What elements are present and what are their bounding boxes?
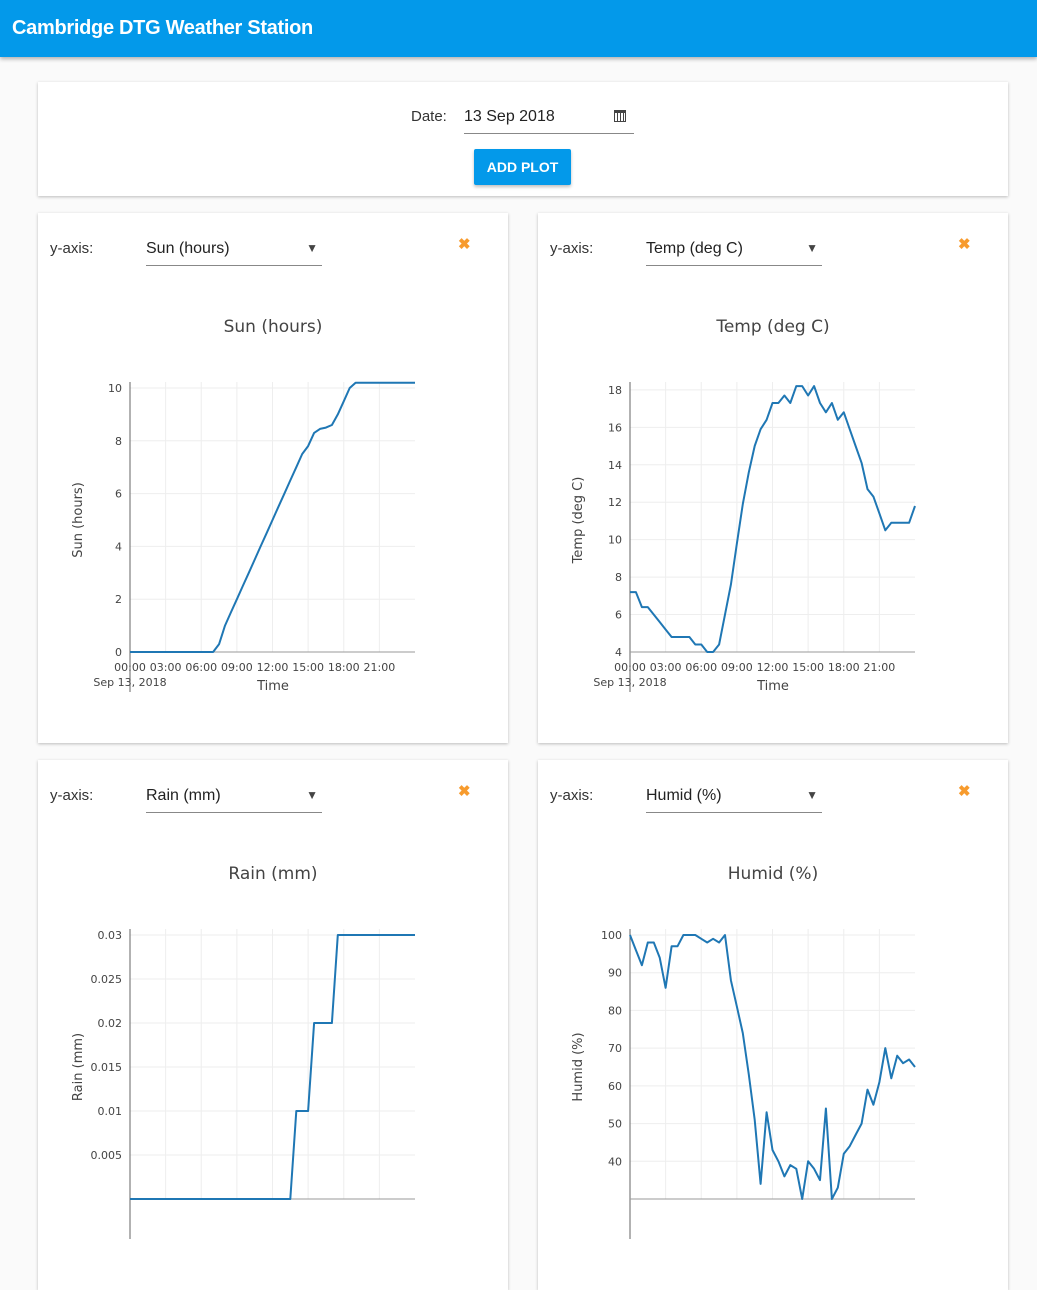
y-tick-label: 0.015 [91, 1061, 123, 1074]
dropdown-arrow-icon: ▼ [806, 788, 818, 802]
date-value: 13 Sep 2018 [464, 108, 555, 125]
add-plot-button[interactable]: ADD PLOT [474, 149, 571, 185]
line-chart: Sun (hours) 0 2 4 6 8 10 00:00 03:00 06:00 09:00 12… [71, 317, 415, 694]
x-tick-label: 15:00 [792, 661, 824, 674]
y-axis-label: y-axis: [50, 240, 94, 257]
series-line [130, 381, 415, 653]
chart-title: Rain (mm) [228, 864, 317, 884]
y-axis-label: y-axis: [550, 787, 594, 804]
y-tick-label: 60 [608, 1080, 622, 1093]
y-tick-label: 50 [608, 1118, 622, 1131]
x-tick-label: 21:00 [364, 661, 396, 674]
x-tick-label: 00:00 [614, 661, 646, 674]
y-tick-label: 40 [608, 1155, 622, 1168]
y-tick-label: 4 [115, 540, 122, 553]
y-tick-label: 70 [608, 1042, 622, 1055]
plot-card: y-axis: Humid (%) ▼ ✖ Humid (%) 40 50 60 70 80… [538, 760, 1008, 1290]
dropdown-arrow-icon: ▼ [806, 241, 818, 255]
x-tick-label: 06:00 [185, 661, 217, 674]
y-tick-label: 4 [615, 646, 622, 659]
controls-card: Date: 13 Sep 2018 ADD PLOT [38, 82, 1008, 196]
close-icon[interactable]: ✖ [458, 236, 471, 253]
dropdown-arrow-icon: ▼ [306, 241, 318, 255]
plot-card: y-axis: Sun (hours) ▼ ✖ Sun (hours) 0 2 4 6 8 1… [38, 213, 508, 743]
y-tick-label: 8 [615, 571, 622, 584]
y-tick-label: 0.025 [91, 973, 123, 986]
y-tick-label: 0.005 [91, 1149, 123, 1162]
y-tick-label: 18 [608, 384, 622, 397]
x-tick-label: 21:00 [864, 661, 896, 674]
x-tick-label: 18:00 [328, 661, 360, 674]
y-axis-label: y-axis: [50, 787, 94, 804]
date-input[interactable]: 13 Sep 2018 [464, 104, 634, 134]
y-tick-label: 14 [608, 459, 622, 472]
y-tick-label: 0.03 [98, 929, 123, 942]
y-axis-select[interactable]: Rain (mm) ▼ [146, 780, 322, 813]
app-bar: Cambridge DTG Weather Station [0, 0, 1037, 57]
y-tick-label: 80 [608, 1004, 622, 1017]
y-tick-label: 0 [115, 646, 122, 659]
chart-title: Temp (deg C) [715, 317, 829, 337]
y-tick-label: 8 [115, 435, 122, 448]
calendar-icon[interactable] [614, 110, 626, 122]
y-axis-title: Sun (hours) [71, 482, 86, 558]
y-tick-label: 2 [115, 593, 122, 606]
y-tick-label: 12 [608, 496, 622, 509]
y-tick-label: 0.01 [98, 1105, 123, 1118]
dropdown-arrow-icon: ▼ [306, 788, 318, 802]
x-tick-label: 15:00 [292, 661, 324, 674]
x-date-label: Sep 13, 2018 [593, 676, 666, 689]
close-icon[interactable]: ✖ [958, 236, 971, 253]
x-date-label: Sep 13, 2018 [93, 676, 166, 689]
x-tick-label: 18:00 [828, 661, 860, 674]
x-axis-title: Time [256, 679, 289, 694]
date-label: Date: [411, 108, 447, 125]
plot-card: y-axis: Rain (mm) ▼ ✖ Rain (mm) 0.005 0.01 0… [38, 760, 508, 1290]
x-axis-title: Time [756, 679, 789, 694]
x-tick-label: 03:00 [150, 661, 182, 674]
x-tick-label: 00:00 [114, 661, 146, 674]
y-axis-selected-value: Temp (deg C) [646, 240, 743, 257]
y-axis-selected-value: Humid (%) [646, 787, 722, 804]
y-tick-label: 90 [608, 967, 622, 980]
chart-title: Humid (%) [728, 864, 818, 884]
y-axis-select[interactable]: Temp (deg C) ▼ [646, 233, 822, 266]
x-tick-label: 12:00 [257, 661, 289, 674]
line-chart: Humid (%) 40 50 60 70 80 90 100 Humid (%) [571, 864, 916, 1239]
series-line [629, 934, 916, 1200]
y-tick-label: 10 [608, 534, 622, 547]
y-tick-label: 16 [608, 421, 622, 434]
x-tick-label: 12:00 [757, 661, 789, 674]
y-axis-select[interactable]: Sun (hours) ▼ [146, 233, 322, 266]
x-tick-label: 06:00 [685, 661, 717, 674]
y-axis-title: Rain (mm) [71, 1033, 86, 1101]
close-icon[interactable]: ✖ [458, 783, 471, 800]
x-tick-label: 09:00 [221, 661, 253, 674]
series-line [630, 385, 916, 653]
line-chart: Temp (deg C) 4 6 8 10 12 14 16 18 00:00 03:00 06:00… [571, 317, 916, 694]
y-tick-label: 0.02 [98, 1017, 123, 1030]
chart-title: Sun (hours) [224, 317, 323, 337]
y-axis-label: y-axis: [550, 240, 594, 257]
y-axis-selected-value: Rain (mm) [146, 787, 221, 804]
app-title: Cambridge DTG Weather Station [12, 17, 313, 39]
y-axis-select[interactable]: Humid (%) ▼ [646, 780, 822, 813]
y-axis-title: Humid (%) [571, 1032, 586, 1101]
y-tick-label: 100 [601, 929, 622, 942]
plot-card: y-axis: Temp (deg C) ▼ ✖ Temp (deg C) 4 6 8 1… [538, 213, 1008, 743]
line-chart: Rain (mm) 0.005 0.01 0.015 0.02 0.025 0.03 Rain… [71, 864, 415, 1239]
y-tick-label: 6 [115, 488, 122, 501]
y-tick-label: 10 [108, 382, 122, 395]
close-icon[interactable]: ✖ [958, 783, 971, 800]
y-axis-selected-value: Sun (hours) [146, 240, 230, 257]
x-tick-label: 09:00 [721, 661, 753, 674]
y-axis-title: Temp (deg C) [571, 477, 586, 565]
y-tick-label: 6 [615, 609, 622, 622]
x-tick-label: 03:00 [650, 661, 682, 674]
